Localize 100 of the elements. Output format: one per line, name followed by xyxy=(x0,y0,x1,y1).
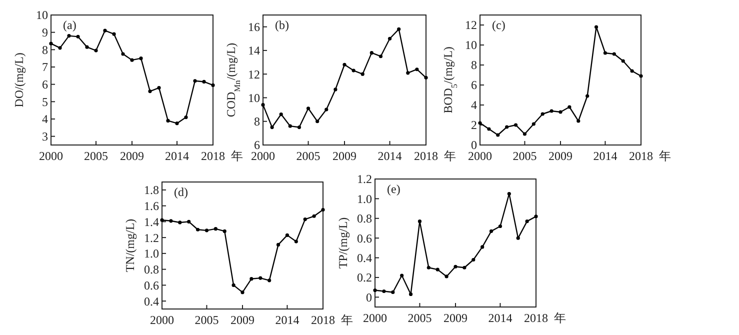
point xyxy=(214,227,218,231)
point xyxy=(550,109,554,113)
y-tick-label: 8 xyxy=(254,114,260,129)
annotation: (b) xyxy=(275,18,289,32)
point xyxy=(184,115,188,120)
point xyxy=(505,125,509,129)
x-axis-title: 年 xyxy=(659,149,671,163)
point xyxy=(306,106,310,110)
point xyxy=(444,274,448,278)
point xyxy=(373,288,377,292)
point xyxy=(303,218,307,222)
y-tick-label: 1.6 xyxy=(144,199,159,214)
point xyxy=(316,120,320,124)
annotation: (d) xyxy=(174,185,188,199)
point xyxy=(478,121,482,125)
point xyxy=(211,83,215,87)
point xyxy=(148,89,152,94)
point xyxy=(388,36,392,40)
point xyxy=(321,208,325,212)
point xyxy=(487,127,491,131)
point xyxy=(261,103,265,107)
point xyxy=(187,220,191,224)
point xyxy=(342,62,346,66)
point xyxy=(360,72,364,76)
point xyxy=(250,277,254,281)
point xyxy=(112,32,116,36)
point xyxy=(76,34,80,38)
y-tick-label: 6 xyxy=(42,78,48,92)
point xyxy=(525,220,529,224)
point xyxy=(594,25,598,29)
point xyxy=(178,220,182,224)
point xyxy=(498,224,502,228)
x-tick-label: 2018 xyxy=(311,313,335,327)
point xyxy=(285,233,290,237)
x-tick-label: 2018 xyxy=(524,311,548,325)
point xyxy=(67,34,71,38)
y-tick-label: 0.2 xyxy=(357,270,372,285)
x-tick-label: 2014 xyxy=(275,313,300,327)
y-axis-title: TP/(mg/L) xyxy=(336,217,350,269)
point xyxy=(576,119,580,123)
point xyxy=(166,118,170,123)
point xyxy=(202,80,206,84)
x-tick-label: 2000 xyxy=(363,311,387,325)
x-tick-label: 2009 xyxy=(120,149,144,163)
x-tick-label: 2018 xyxy=(201,149,225,163)
point xyxy=(270,125,274,130)
point xyxy=(507,192,511,196)
point xyxy=(391,290,395,294)
point xyxy=(288,124,292,128)
point xyxy=(540,112,544,116)
point xyxy=(568,105,572,109)
y-tick-label: 0.4 xyxy=(357,250,372,265)
point xyxy=(240,290,244,294)
y-tick-label: 4 xyxy=(471,98,477,112)
x-tick-label: 2009 xyxy=(444,311,468,325)
y-tick-label: 16 xyxy=(248,20,260,34)
point xyxy=(480,245,484,249)
y-tick-label: 12 xyxy=(248,67,260,82)
point xyxy=(408,292,413,296)
x-axis-title: 年 xyxy=(341,313,353,327)
y-tick-label: 1.2 xyxy=(144,230,159,245)
x-tick-label: 2005 xyxy=(408,311,432,325)
y-tick-label: 0 xyxy=(366,290,372,304)
point xyxy=(514,123,518,127)
point xyxy=(196,228,200,232)
y-tick-label: 0.6 xyxy=(144,278,159,292)
point xyxy=(232,283,236,287)
point xyxy=(324,108,328,112)
y-tick-label: 10 xyxy=(465,38,477,52)
point xyxy=(516,236,520,240)
point xyxy=(462,266,466,270)
point xyxy=(436,268,440,272)
y-tick-label: 0.4 xyxy=(144,294,159,308)
x-tick-label: 2009 xyxy=(230,313,254,327)
y-tick-label: 5 xyxy=(42,94,48,109)
point xyxy=(276,242,280,247)
point xyxy=(603,51,608,55)
point xyxy=(169,219,173,223)
point xyxy=(630,69,634,73)
annotation: (a) xyxy=(63,18,76,32)
point xyxy=(400,274,404,278)
y-tick-label: 1.4 xyxy=(144,214,159,229)
point xyxy=(204,228,209,232)
point xyxy=(415,68,419,72)
y-tick-label: 8 xyxy=(471,58,477,72)
y-tick-label: 9 xyxy=(42,26,48,40)
point xyxy=(157,86,161,90)
x-tick-label: 2005 xyxy=(296,149,320,163)
point xyxy=(352,68,356,72)
y-tick-label: 1.2 xyxy=(357,172,372,186)
point xyxy=(334,88,338,92)
point xyxy=(397,27,401,31)
x-tick-label: 2009 xyxy=(332,149,356,163)
point xyxy=(58,46,62,50)
y-tick-label: 7 xyxy=(42,60,48,74)
point xyxy=(139,56,143,60)
y-tick-label: 1.0 xyxy=(144,246,159,261)
point xyxy=(370,51,374,55)
point xyxy=(418,220,422,224)
point xyxy=(312,214,316,218)
